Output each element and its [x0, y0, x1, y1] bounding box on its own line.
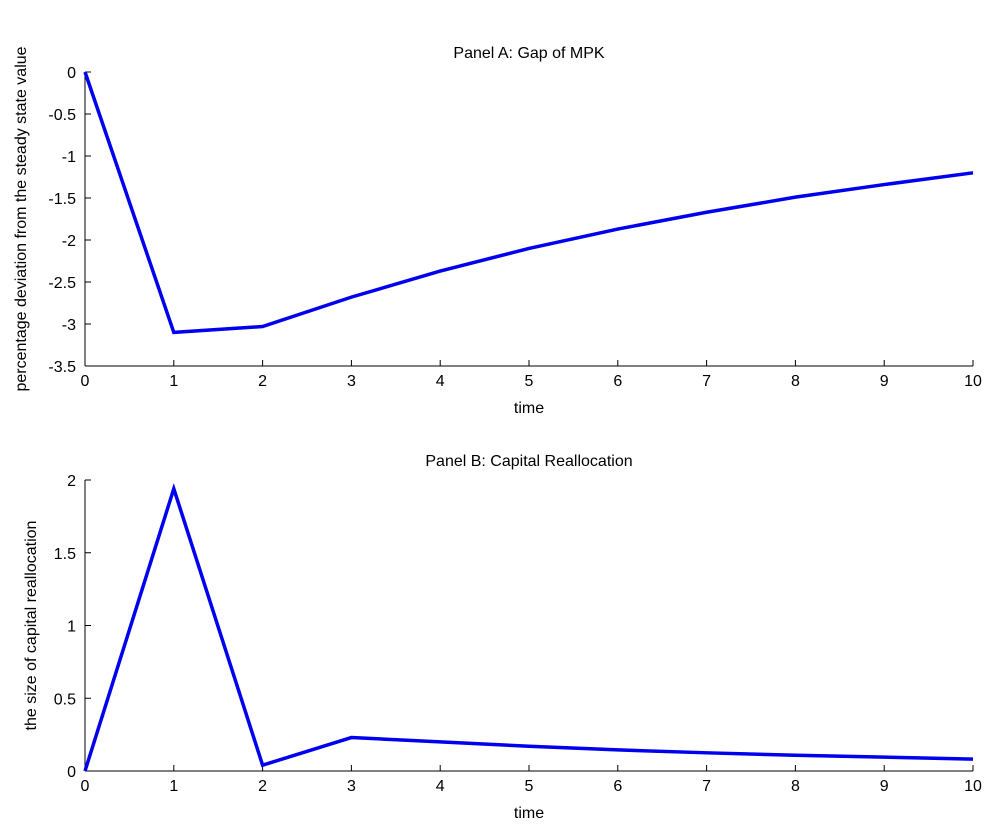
panel-b-y-tick-label: 2 [67, 473, 76, 490]
panel-b-x-tick-label: 10 [964, 778, 982, 795]
panel-a-x-tick-label: 2 [258, 373, 267, 390]
panel-b-y-tick-label: 0 [67, 764, 76, 781]
panel-a-y-tick-label: -3 [62, 317, 76, 334]
panel-a-y-tick-label: 0 [67, 65, 76, 82]
panel-b-x-tick-label: 1 [169, 778, 178, 795]
panel-b-x-tick-label: 8 [791, 778, 800, 795]
panel-a-x-tick-label: 5 [525, 373, 534, 390]
panel-b-x-tick-label: 2 [258, 778, 267, 795]
panel-a-y-tick-label: -2 [62, 233, 76, 250]
panel-a-x-axis-label: time [514, 400, 544, 417]
panel-b-x-tick-label: 4 [436, 778, 445, 795]
panel-a: 0 1 2 3 4 5 6 7 8 9 10 0 -0.5 -1 -1.5 -2 -2.5 -3 -3.5 Panel… [13, 45, 982, 417]
panel-a-x-tick-label: 0 [81, 373, 90, 390]
panel-b-x-tick-label: 7 [702, 778, 711, 795]
panel-a-x-tick-label: 9 [880, 373, 889, 390]
panel-a-y-tick-label: -3.5 [48, 359, 76, 376]
panel-b-x-tick-label: 9 [880, 778, 889, 795]
panel-a-series-line [83, 71, 974, 335]
panel-a-x-tick-label: 8 [791, 373, 800, 390]
panel-b-series-line [83, 482, 974, 772]
panel-b-x-tick-label: 5 [525, 778, 534, 795]
panel-b-x-axis-label: time [514, 805, 544, 822]
panel-a-x-tick-label: 10 [964, 373, 982, 390]
panel-b-title: Panel B: Capital Reallocation [425, 453, 632, 470]
panel-a-x-tick-label: 1 [169, 373, 178, 390]
panel-a-y-tick-label: -2.5 [48, 275, 76, 292]
panel-b-x-tick-label: 3 [347, 778, 356, 795]
panel-a-y-tick-label: -1.5 [48, 191, 76, 208]
panel-b-y-tick-label: 1 [67, 619, 76, 636]
panel-a-x-tick-label: 3 [347, 373, 356, 390]
panel-b-x-tick-label: 6 [613, 778, 622, 795]
panel-b-y-tick-label: 1.5 [54, 546, 76, 563]
panel-a-y-tick-label: -0.5 [48, 107, 76, 124]
panel-a-x-tick-label: 6 [613, 373, 622, 390]
panel-a-y-tick-label: -1 [62, 149, 76, 166]
panel-b-y-tick-label: 0.5 [54, 691, 76, 708]
panel-a-x-tick-label: 4 [436, 373, 445, 390]
panel-b-x-tick-label: 0 [81, 778, 90, 795]
panel-b-y-axis-label: the size of capital reallocation [23, 521, 40, 731]
panel-a-y-axis-label: percentage deviation from the steady sta… [13, 46, 30, 391]
panel-b: 0 1 2 3 4 5 6 7 8 9 10 0 0.5 1 1.5 2 Panel B: Capital Re… [23, 453, 982, 822]
panel-a-title: Panel A: Gap of MPK [453, 45, 605, 62]
panel-a-x-tick-label: 7 [702, 373, 711, 390]
